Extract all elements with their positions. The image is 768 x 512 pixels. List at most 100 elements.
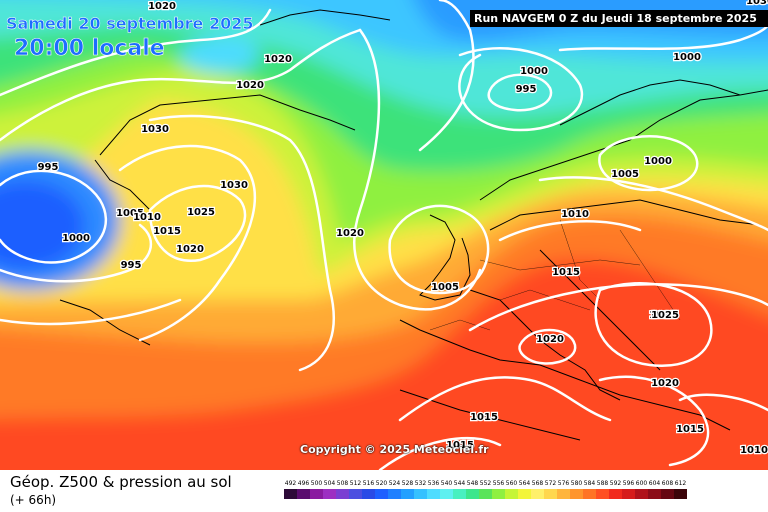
footer-title: Géop. Z500 & pression au sol — [10, 473, 232, 491]
high-north-536 — [180, 37, 260, 73]
pressure-label: 1025 — [649, 310, 677, 321]
scale-label: 504 — [323, 480, 336, 487]
scale-label: 560 — [505, 480, 518, 487]
scale-swatch — [609, 489, 622, 499]
scale-swatch — [570, 489, 583, 499]
scale-label: 612 — [674, 480, 687, 487]
pressure-label: 1015 — [676, 424, 704, 435]
scale-label: 596 — [622, 480, 635, 487]
pressure-label: 1010 — [133, 212, 161, 223]
scale-label: 572 — [544, 480, 557, 487]
color-scale: 492 496 500 504 508 512 516 520 524 528 532 536 540 5… — [284, 480, 752, 499]
legend-footer: Géop. Z500 & pression au sol (+ 66h) 492… — [0, 470, 768, 512]
pressure-label: 1025 — [187, 207, 215, 218]
scale-label: 548 — [466, 480, 479, 487]
pressure-label: 1020 — [176, 244, 204, 255]
scale-label: 608 — [661, 480, 674, 487]
footer-subtitle: (+ 66h) — [10, 493, 57, 507]
pressure-label: 1030 — [220, 180, 248, 191]
scale-label: 564 — [518, 480, 531, 487]
local-time: 20:00 locale — [14, 36, 165, 62]
pressure-label: 995 — [516, 84, 537, 95]
scale-swatch — [622, 489, 635, 499]
pressure-label: 1020 — [651, 378, 679, 389]
pressure-label: 1030 — [141, 124, 169, 135]
pressure-label: 1000 — [644, 156, 672, 167]
isobars — [0, 0, 768, 470]
scale-label: 532 — [414, 480, 427, 487]
scale-label: 544 — [453, 480, 466, 487]
scale-swatch — [362, 489, 375, 499]
scale-label: 600 — [635, 480, 648, 487]
pressure-label: 1010 — [740, 445, 768, 456]
scale-swatch — [505, 489, 518, 499]
scale-label: 520 — [375, 480, 388, 487]
scale-swatch — [466, 489, 479, 499]
pressure-label: 1015 — [153, 226, 181, 237]
scale-swatch — [583, 489, 596, 499]
pressure-label: 1020 — [336, 228, 364, 239]
scale-swatch — [531, 489, 544, 499]
scale-swatch — [674, 489, 687, 499]
scale-label: 568 — [531, 480, 544, 487]
scale-label: 604 — [648, 480, 661, 487]
scale-swatch — [323, 489, 336, 499]
scale-label: 528 — [401, 480, 414, 487]
scale-swatch — [284, 489, 297, 499]
pressure-label: 1020 — [236, 80, 264, 91]
scale-label: 536 — [427, 480, 440, 487]
pressure-label: 995 — [121, 260, 142, 271]
scale-label: 516 — [362, 480, 375, 487]
scale-swatch — [401, 489, 414, 499]
scale-label: 496 — [297, 480, 310, 487]
pressure-labels: 1020 1020 1020 1000 995 1000 1030 995 10… — [36, 0, 768, 457]
forecast-date: Samedi 20 septembre 2025 — [6, 14, 254, 34]
scale-label: 576 — [557, 480, 570, 487]
pressure-label: 1005 — [116, 208, 144, 219]
scale-label: 552 — [479, 480, 492, 487]
scale-swatch — [453, 489, 466, 499]
scale-swatch — [375, 489, 388, 499]
scale-label: 584 — [583, 480, 596, 487]
pressure-label: 1010 — [561, 209, 589, 220]
scale-swatch — [349, 489, 362, 499]
scale-swatch — [635, 489, 648, 499]
coastlines — [59, 9, 768, 441]
scale-label: 500 — [310, 480, 323, 487]
scale-label: 556 — [492, 480, 505, 487]
pressure-label: 1000 — [62, 233, 90, 244]
scale-label: 580 — [570, 480, 583, 487]
scale-swatches — [284, 489, 752, 499]
scale-swatch — [557, 489, 570, 499]
scale-swatch — [297, 489, 310, 499]
pressure-label: 1020 — [148, 1, 176, 12]
run-info: Run NAVGEM 0 Z du Jeudi 18 septembre 202… — [470, 10, 768, 27]
scale-swatch — [310, 489, 323, 499]
copyright: Copyright © 2025 Meteociel.fr — [300, 443, 489, 456]
scale-swatch — [518, 489, 531, 499]
scale-swatch — [388, 489, 401, 499]
pressure-label: 1015 — [470, 412, 498, 423]
geopotential-map: 1020 1020 1020 1000 995 1000 1030 995 10… — [0, 0, 768, 470]
scale-swatch — [479, 489, 492, 499]
scale-label: 524 — [388, 480, 401, 487]
scale-swatch — [336, 489, 349, 499]
pressure-label: 1000 — [520, 66, 548, 77]
scale-label: 512 — [349, 480, 362, 487]
scale-swatch — [440, 489, 453, 499]
scale-swatch — [492, 489, 505, 499]
scale-swatch — [648, 489, 661, 499]
scale-labels: 492 496 500 504 508 512 516 520 524 528 532 536 540 5… — [284, 480, 752, 487]
scale-label: 540 — [440, 480, 453, 487]
scale-swatch — [661, 489, 674, 499]
pressure-label: 1030 — [746, 0, 768, 7]
pressure-label: 1005 — [611, 169, 639, 180]
pressure-label: 1000 — [673, 52, 701, 63]
scale-swatch — [427, 489, 440, 499]
pressure-label: 1005 — [431, 282, 459, 293]
pressure-label: 1020 — [536, 334, 564, 345]
pressure-label: 1020 — [264, 54, 292, 65]
scale-label: 592 — [609, 480, 622, 487]
scale-swatch — [596, 489, 609, 499]
